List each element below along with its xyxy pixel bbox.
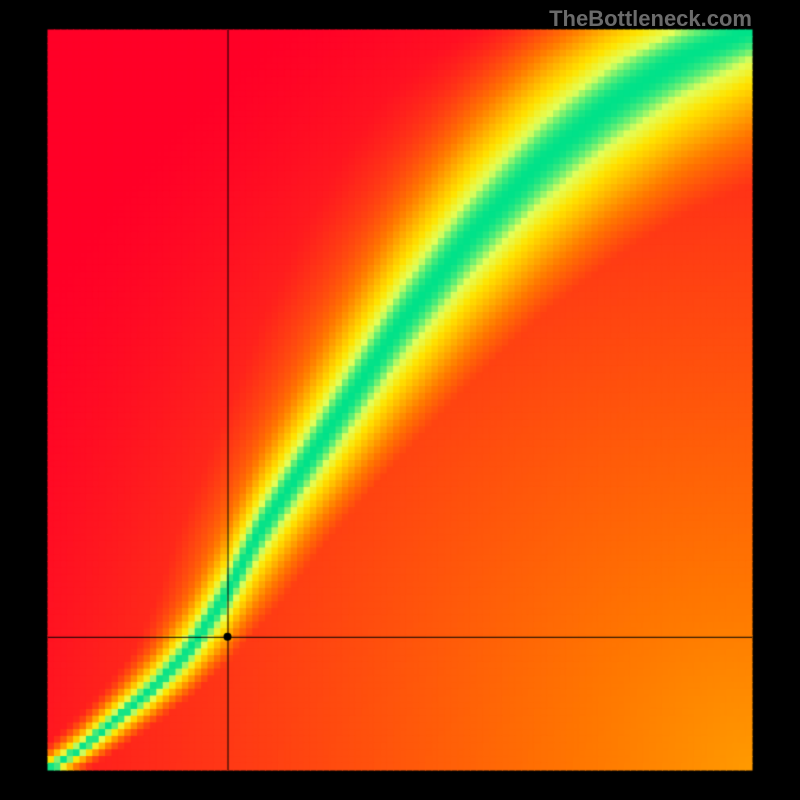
bottleneck-heatmap (0, 0, 800, 800)
watermark-text: TheBottleneck.com (549, 6, 752, 32)
chart-container: TheBottleneck.com (0, 0, 800, 800)
